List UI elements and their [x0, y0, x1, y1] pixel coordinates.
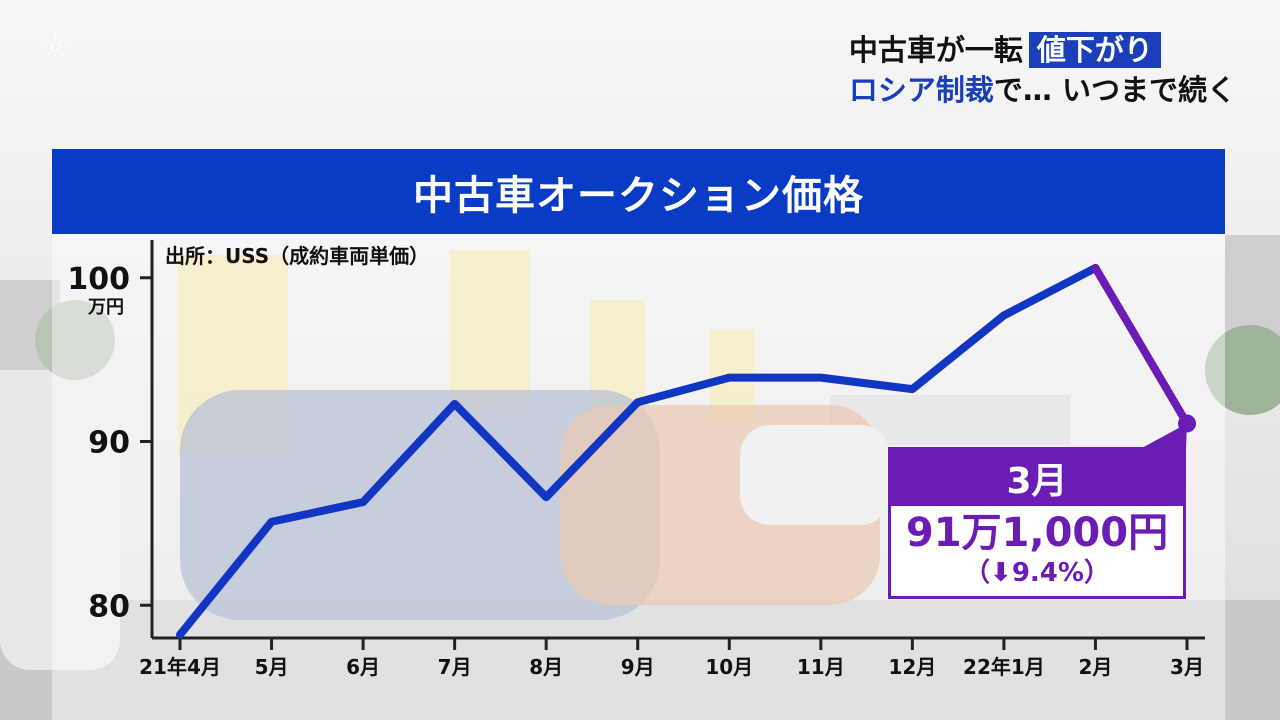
headline-line-2: ロシア制裁で… いつまで続く — [849, 70, 1236, 110]
x-tick-label: 22年1月 — [963, 655, 1045, 679]
x-tick-label: 21年4月 — [139, 655, 221, 679]
data-point — [271, 521, 273, 523]
x-tick-label: 5月 — [255, 655, 289, 679]
x-tick-label: 3月 — [1170, 655, 1204, 679]
y-tick-label: 100 — [67, 262, 130, 297]
data-point — [820, 377, 822, 379]
chart-title: 中古車オークション価格 — [413, 172, 864, 219]
headline-highlight: 値下がり — [1028, 32, 1161, 68]
x-tick-label: 6月 — [346, 655, 380, 679]
data-point — [454, 403, 456, 405]
chart-title-bar: 中古車オークション価格 — [52, 149, 1225, 234]
data-point — [362, 501, 364, 503]
x-tick-label: 8月 — [529, 655, 563, 679]
headline-rest-text: で… いつまで続く — [993, 73, 1236, 107]
callout-month: 3月 — [891, 450, 1183, 506]
data-point — [728, 377, 730, 379]
x-tick-label: 2月 — [1078, 655, 1112, 679]
data-point — [179, 634, 181, 636]
x-tick-label: 12月 — [888, 655, 936, 679]
series-line-latest-segment — [1091, 263, 1191, 428]
callout-pointer — [1140, 423, 1187, 449]
source-note: 出所：USS（成約車両単価） — [165, 244, 430, 268]
data-point — [911, 388, 913, 390]
data-point — [1094, 267, 1096, 269]
headline-line-1: 中古車が一転 値下がり — [849, 30, 1236, 70]
x-tick-label: 11月 — [797, 655, 845, 679]
y-tick-label: 80 — [88, 589, 130, 624]
latest-value-callout: 3月 91万1,000円 （⬇9.4%） — [888, 447, 1186, 599]
headline-blue-text: ロシア制裁 — [848, 73, 994, 107]
data-point — [545, 496, 547, 498]
headline-prefix: 中古車が一転 — [848, 33, 1023, 67]
broadcaster-logo: ☼ — [40, 28, 71, 68]
data-point — [637, 401, 639, 403]
news-headline: 中古車が一転 値下がり ロシア制裁で… いつまで続く — [849, 30, 1236, 110]
x-tick-label: 7月 — [438, 655, 472, 679]
callout-value: 91万1,000円 — [905, 510, 1169, 556]
y-unit-label: 万円 — [87, 297, 124, 318]
data-point — [1003, 314, 1005, 316]
x-tick-label: 10月 — [705, 655, 753, 679]
y-tick-label: 90 — [88, 426, 130, 461]
callout-change: （⬇9.4%） — [964, 558, 1110, 588]
x-tick-label: 9月 — [621, 655, 655, 679]
